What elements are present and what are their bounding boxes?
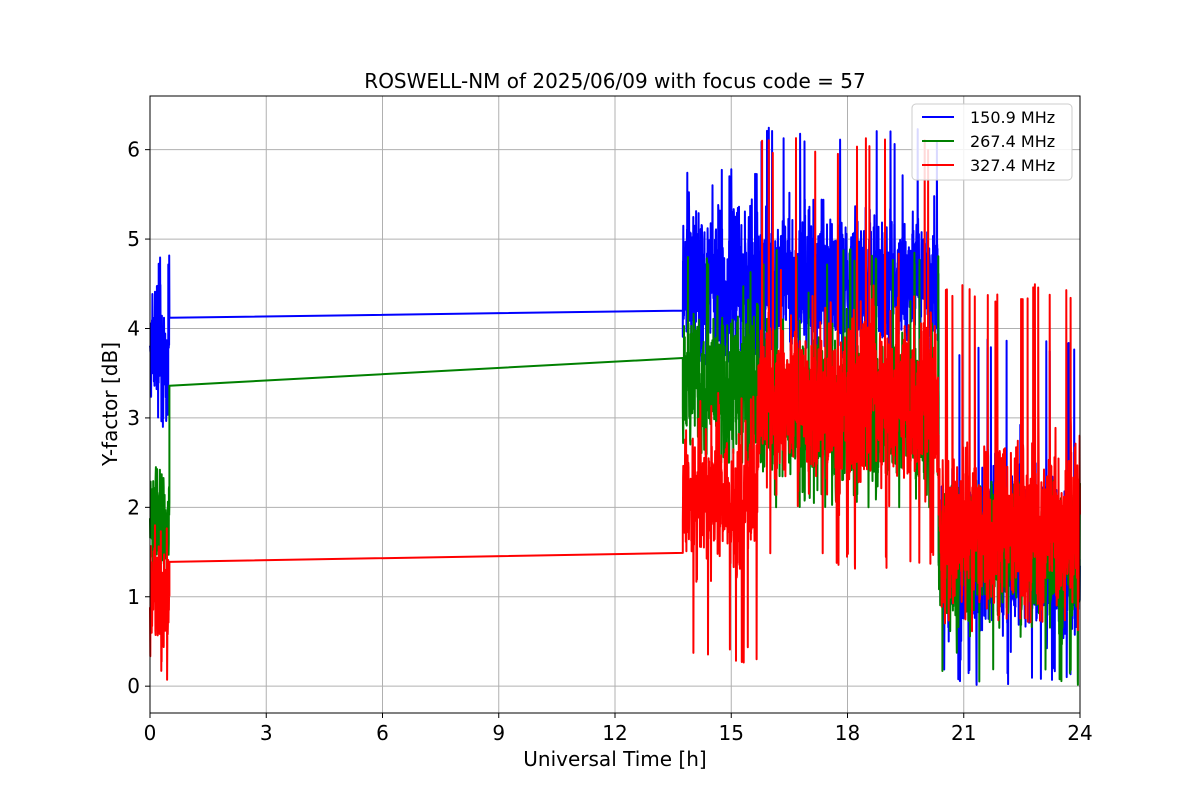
x-tick-label: 24 bbox=[1067, 721, 1092, 745]
legend-box bbox=[911, 103, 1073, 181]
x-tick-label: 0 bbox=[144, 721, 157, 745]
x-tick-label: 15 bbox=[719, 721, 744, 745]
x-tick-label: 6 bbox=[376, 721, 389, 745]
legend-label: 267.4 MHz bbox=[970, 132, 1055, 151]
x-axis-label: Universal Time [h] bbox=[523, 747, 706, 771]
x-tick-label: 18 bbox=[835, 721, 860, 745]
x-tick-label: 21 bbox=[951, 721, 976, 745]
x-tick-label: 12 bbox=[602, 721, 627, 745]
y-tick-label: 0 bbox=[127, 674, 140, 698]
y-tick-label: 4 bbox=[127, 316, 140, 340]
series-layer bbox=[149, 126, 1081, 686]
y-tick-label: 2 bbox=[127, 495, 140, 519]
y-axis-label: Y-factor [dB] bbox=[98, 342, 122, 467]
y-tick-label: 5 bbox=[127, 227, 140, 251]
legend-label: 150.9 MHz bbox=[970, 108, 1055, 127]
y-tick-label: 1 bbox=[127, 585, 140, 609]
x-tick-label: 9 bbox=[492, 721, 505, 745]
y-tick-label: 3 bbox=[127, 406, 140, 430]
legend-label: 327.4 MHz bbox=[970, 156, 1055, 175]
chart-title: ROSWELL-NM of 2025/06/09 with focus code… bbox=[364, 69, 865, 93]
grid-layer bbox=[149, 96, 1081, 713]
legend-items: 150.9 MHz 267.4 MHz 327.4 MHz bbox=[922, 108, 1055, 175]
legend: 150.9 MHz 267.4 MHz 327.4 MHz bbox=[911, 103, 1073, 181]
y-tick-label: 6 bbox=[127, 138, 140, 162]
x-tick-label: 3 bbox=[260, 721, 273, 745]
series-line-3 bbox=[149, 137, 1081, 681]
